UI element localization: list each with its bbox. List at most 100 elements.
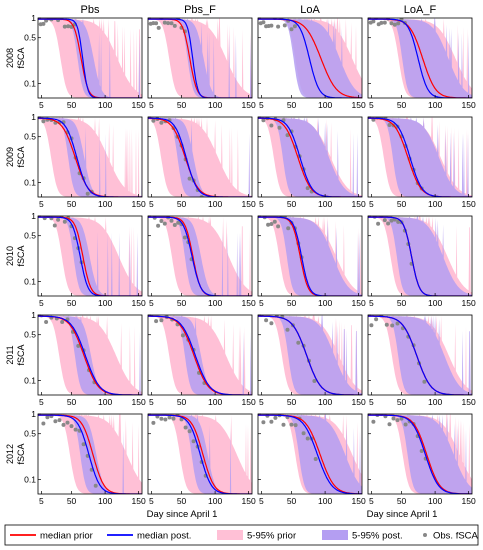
obs-points	[258, 18, 297, 32]
panel-frame	[367, 314, 473, 396]
median-prior-line	[258, 117, 362, 197]
median-posterior-line	[38, 216, 142, 296]
posterior-band	[258, 315, 362, 395]
legend-swatch-patch	[322, 530, 348, 540]
x-tick-label: 50	[177, 298, 187, 308]
posterior-band	[258, 117, 362, 197]
x-tick-label: 150	[462, 199, 476, 209]
x-tick-label: 100	[318, 298, 332, 308]
obs-point	[286, 226, 291, 231]
obs-point	[159, 416, 164, 421]
panel: 5 50 100 150 1 0.5 0.1	[24, 211, 146, 308]
prior-band	[38, 117, 142, 197]
y-tick-label: 0.5	[24, 231, 36, 241]
obs-point	[66, 24, 71, 29]
obs-point	[269, 222, 274, 226]
x-tick-label: 50	[287, 496, 297, 506]
y-tick-label: 0.1	[24, 375, 36, 385]
obs-point	[81, 442, 86, 447]
obs-point	[396, 219, 401, 224]
obs-point	[272, 219, 277, 224]
x-tick-label: 150	[352, 100, 366, 110]
x-tick-label: 100	[428, 298, 442, 308]
x-tick-label: 5	[369, 199, 374, 209]
legend-item: median prior	[10, 531, 93, 542]
posterior-band	[38, 414, 142, 494]
column-title: Pbs_F	[184, 4, 216, 16]
y-tick-label: 0.5	[24, 132, 36, 142]
x-tick-label: 150	[352, 397, 366, 407]
obs-point	[292, 24, 297, 29]
obs-point	[169, 21, 174, 26]
x-tick-label: 150	[352, 298, 366, 308]
panel-frame	[147, 215, 253, 297]
obs-point	[162, 20, 167, 25]
y-tick-label: 0.5	[24, 33, 36, 43]
posterior-band	[38, 315, 142, 395]
posterior-band	[368, 117, 472, 197]
obs-point	[172, 23, 177, 28]
posterior-band	[368, 315, 472, 395]
obs-point	[56, 217, 61, 222]
x-tick-label: 5	[39, 100, 44, 110]
x-tick-label: 5	[369, 397, 374, 407]
panel: 5 50 100 150	[257, 116, 366, 209]
median-prior-line	[368, 117, 472, 197]
x-tick-label: 150	[242, 397, 256, 407]
legend-item: median post.	[107, 531, 191, 542]
x-tick-label: 50	[287, 199, 297, 209]
panel-frame	[37, 17, 143, 99]
obs-point	[389, 218, 394, 223]
panel: 5 50 100 150 1 0.5 0.1	[24, 409, 146, 506]
x-tick-label: 5	[259, 397, 264, 407]
obs-point	[169, 218, 174, 223]
obs-point	[167, 415, 172, 420]
panel-frame	[37, 215, 143, 297]
obs-point	[261, 118, 266, 123]
column-title: LoA_F	[404, 4, 437, 16]
obs-point	[269, 23, 274, 28]
x-tick-label: 150	[462, 496, 476, 506]
obs-point	[151, 118, 156, 123]
obs-point	[387, 422, 392, 427]
obs-point	[57, 418, 62, 423]
obs-point	[305, 186, 310, 191]
x-tick-label: 100	[98, 397, 112, 407]
x-axis-label: Day since April 1	[147, 509, 218, 520]
panel: 5 50 100 150	[147, 116, 256, 209]
panel: 5 50 100 150	[257, 413, 366, 506]
obs-point	[53, 419, 58, 424]
posterior-band	[148, 18, 252, 98]
obs-point	[176, 220, 181, 225]
x-tick-label: 150	[242, 100, 256, 110]
row-year-label: 2008	[5, 48, 15, 68]
obs-point	[395, 321, 400, 326]
median-posterior-line	[258, 216, 362, 296]
legend-item: 5-95% post.	[322, 530, 403, 542]
panel: 5 50 100 150	[147, 17, 256, 110]
panel-frame	[257, 314, 363, 396]
obs-point	[273, 415, 278, 420]
x-tick-label: 5	[259, 199, 264, 209]
obs-point	[61, 422, 66, 427]
x-tick-label: 5	[369, 100, 374, 110]
posterior-band	[38, 217, 142, 296]
x-tick-label: 5	[149, 496, 154, 506]
y-axis-label: fSCA	[16, 344, 26, 365]
x-tick-label: 100	[208, 100, 222, 110]
obs-point	[41, 21, 46, 26]
obs-point	[371, 19, 376, 24]
x-tick-label: 5	[39, 496, 44, 506]
obs-point	[390, 323, 395, 328]
panel-frame	[147, 116, 253, 198]
obs-point	[313, 457, 318, 461]
x-tick-label: 150	[132, 397, 146, 407]
x-tick-label: 100	[318, 397, 332, 407]
x-tick-label: 100	[428, 100, 442, 110]
x-tick-label: 150	[242, 496, 256, 506]
obs-point	[65, 420, 70, 425]
obs-point	[266, 222, 271, 227]
obs-point	[276, 24, 281, 29]
obs-points	[368, 18, 407, 27]
x-tick-label: 50	[287, 298, 297, 308]
